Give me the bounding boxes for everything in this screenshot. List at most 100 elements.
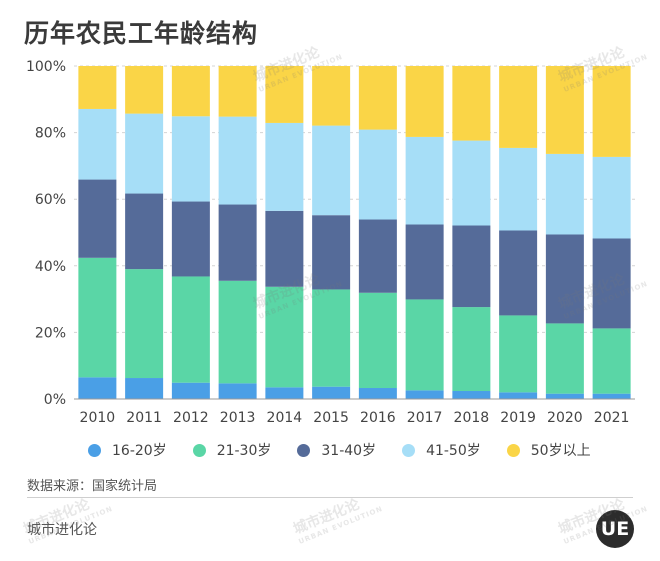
divider (27, 497, 633, 498)
legend-swatch (402, 443, 416, 457)
bar-segment (218, 280, 257, 384)
legend-item: 16-20岁 (88, 440, 167, 460)
legend-swatch (88, 443, 101, 457)
bar-segment (78, 377, 117, 399)
bar-segment (312, 289, 351, 387)
ue-logo: UE (596, 510, 634, 548)
bar-segment (312, 215, 351, 290)
bar-segment (265, 122, 304, 211)
bar-segment (405, 66, 444, 137)
legend-swatch (192, 443, 206, 457)
bar-segment (405, 299, 444, 391)
brand-name: 城市进化论 (27, 522, 97, 538)
x-tick-label: 2012 (173, 410, 209, 426)
bar-segment (358, 219, 397, 293)
bar-segment (358, 129, 397, 220)
bar-segment (405, 224, 444, 300)
bar-segment (452, 225, 491, 308)
bar-segment (125, 378, 164, 399)
bar-segment (592, 393, 631, 399)
bar-segment (358, 66, 397, 130)
bar-segment (265, 387, 304, 399)
bar-segment (125, 66, 164, 114)
x-tick-label: 2021 (594, 410, 630, 426)
bar-segment (78, 66, 117, 109)
x-tick-label: 2014 (267, 410, 303, 426)
bar-segment (592, 66, 631, 157)
bar-segment (218, 116, 257, 205)
bar-segment (125, 269, 164, 379)
x-tick-label: 2010 (80, 410, 116, 426)
x-tick-label: 2015 (313, 410, 349, 426)
bar-segment (545, 323, 584, 394)
bar-segment (78, 108, 117, 180)
bar-segment (499, 147, 538, 231)
legend-item: 31-40岁 (297, 440, 376, 460)
bar-segment (358, 292, 397, 389)
bar-segment (452, 307, 491, 392)
bar-segment (312, 66, 351, 126)
bar-segment (358, 388, 397, 399)
y-tick-label: 20% (35, 325, 66, 341)
legend-swatch (506, 443, 520, 457)
bar-segment (218, 383, 257, 399)
x-tick-label: 2011 (126, 410, 162, 426)
legend: 16-20岁 21-30岁 31-40岁 41-50岁 50岁以上 (88, 440, 617, 460)
y-tick-label: 0% (44, 392, 66, 408)
bar-segment (545, 66, 584, 154)
legend-label: 16-20岁 (112, 443, 167, 459)
y-tick-label: 100% (26, 59, 66, 75)
bar-segment (265, 210, 304, 287)
bar-segment (592, 328, 631, 394)
bar-segment (265, 66, 304, 123)
bar-segment (545, 153, 584, 235)
legend-label: 21-30岁 (216, 443, 272, 459)
bar-segment (499, 66, 538, 148)
x-tick-label: 2013 (220, 410, 256, 426)
bar-segment (78, 179, 117, 258)
bar-segment (312, 125, 351, 216)
bar-segment (171, 66, 210, 117)
y-tick-label: 80% (35, 126, 66, 142)
bar-segment (312, 386, 351, 399)
x-tick-label: 2018 (454, 410, 490, 426)
bar-segment (218, 204, 257, 281)
x-tick-label: 2016 (360, 410, 396, 426)
bar-segment (545, 393, 584, 399)
bar-segment (125, 193, 164, 270)
bar-segment (171, 382, 210, 399)
x-tick-label: 2017 (407, 410, 443, 426)
bar-segment (452, 66, 491, 141)
bar-segment (592, 156, 631, 239)
y-tick-label: 40% (35, 259, 66, 275)
legend-item: 41-50岁 (402, 440, 481, 460)
chart-title: 历年农民工年龄结构 (24, 19, 259, 48)
bar-segment (545, 234, 584, 324)
bar-segment (452, 140, 491, 226)
y-tick-label: 60% (35, 192, 66, 208)
bar-segment (405, 390, 444, 399)
bar-segment (592, 238, 631, 329)
legend-label: 50岁以上 (530, 443, 591, 459)
legend-label: 41-50岁 (426, 443, 481, 459)
bar-segment (499, 230, 538, 316)
bar-segment (499, 315, 538, 393)
bar-segment (171, 201, 210, 277)
legend-swatch (297, 443, 311, 457)
bar-segment (125, 113, 164, 194)
bar-segment (265, 286, 304, 388)
bar-segment (499, 392, 538, 399)
legend-item: 50岁以上 (506, 440, 591, 460)
bar-segment (218, 66, 257, 117)
bar-segment (405, 136, 444, 225)
bar-segment (78, 257, 117, 378)
bar-segment (171, 116, 210, 202)
x-tick-label: 2020 (547, 410, 583, 426)
bar-segment (452, 391, 491, 399)
legend-label: 31-40岁 (321, 443, 377, 459)
bar-segment (171, 276, 210, 383)
source-note: 数据来源：国家统计局 (27, 479, 158, 494)
x-tick-label: 2019 (500, 410, 536, 426)
legend-item: 21-30岁 (192, 440, 272, 460)
